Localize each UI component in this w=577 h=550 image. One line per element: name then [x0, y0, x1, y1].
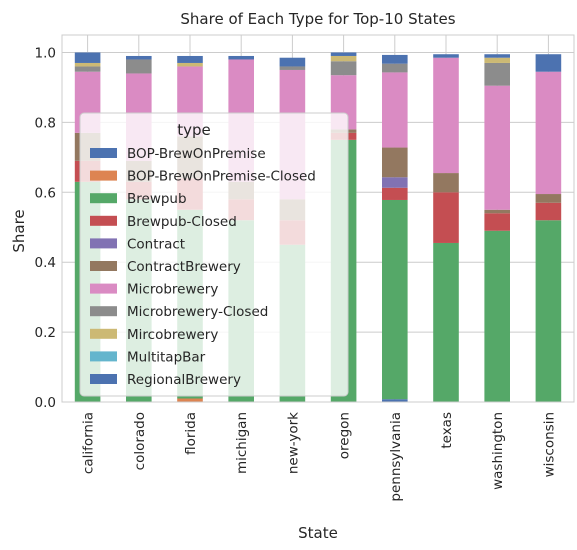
x-tick-label: washington — [490, 412, 506, 490]
x-tick-label: florida — [183, 412, 199, 455]
bar-segment — [74, 62, 101, 67]
x-tick-label: michigan — [234, 412, 250, 474]
x-tick-label: wisconsin — [541, 412, 557, 477]
legend-entry: BOP-BrewOnPremise-Closed — [127, 169, 316, 185]
x-axis-label: State — [298, 524, 338, 542]
bar-segment — [382, 72, 408, 148]
bar-segment — [535, 194, 562, 203]
bar-segment — [484, 57, 510, 63]
bar-segment — [382, 63, 408, 73]
y-axis-label: Share — [10, 209, 28, 252]
legend-entry: Contract — [127, 236, 185, 252]
x-tick-label: colorado — [132, 412, 148, 470]
bar-segment — [382, 177, 408, 188]
legend: type BOP-BrewOnPremise BOP-BrewOnPremise-C… — [79, 112, 349, 397]
legend-swatch — [90, 238, 117, 249]
x-ticks: california colorado florida michigan new-yor… — [81, 412, 558, 502]
legend-entry: ContractBrewery — [127, 259, 241, 275]
bar-segment — [382, 54, 408, 64]
bar-segment — [74, 52, 101, 63]
bar-segment — [433, 54, 459, 58]
x-tick-label: pennsylvania — [388, 412, 404, 502]
legend-swatch — [90, 351, 117, 362]
bar-segment — [177, 55, 203, 63]
legend-box — [79, 112, 349, 397]
y-ticks: 0.0 0.2 0.4 0.6 0.8 1.0 — [35, 45, 56, 411]
bar-segment — [433, 57, 459, 174]
legend-entry: RegionalBrewery — [127, 372, 241, 388]
y-tick-label: 0.0 — [35, 395, 56, 411]
bar-segment — [279, 66, 306, 70]
plot-frame — [61, 34, 575, 403]
legend-entry: MultitapBar — [127, 349, 206, 365]
bar-segment — [279, 57, 306, 67]
bar-segment — [433, 173, 459, 193]
bar-segment — [177, 62, 203, 67]
bar-segment — [382, 147, 408, 178]
legend-swatch — [90, 261, 117, 271]
legend-entry: BOP-BrewOnPremise — [127, 146, 266, 162]
legend-entry: Microbrewery — [127, 282, 218, 298]
bar-segment — [228, 55, 254, 60]
bar-segment — [433, 242, 459, 402]
legend-swatch — [90, 283, 117, 294]
bar-segment — [177, 398, 203, 402]
bar-segment — [484, 85, 510, 210]
bar-segment — [330, 61, 357, 76]
bar-segment — [382, 199, 408, 400]
legend-swatch — [90, 306, 117, 317]
bar-segment — [535, 54, 562, 72]
bar-segment — [330, 52, 357, 56]
legend-entry: Microbrewery-Closed — [127, 304, 268, 320]
bar-segment — [382, 187, 408, 200]
legend-swatch — [90, 148, 117, 158]
bar-segment — [330, 55, 357, 62]
plot-border — [61, 34, 575, 403]
x-tick-label: new-york — [285, 412, 301, 474]
bar-segment — [484, 213, 510, 231]
legend-swatch — [90, 328, 117, 339]
legend-swatch — [90, 170, 117, 181]
legend-entry: Brewpub — [127, 191, 187, 207]
y-tick-label: 1.0 — [35, 45, 56, 61]
y-tick-label: 0.4 — [35, 255, 56, 271]
y-tick-label: 0.8 — [35, 115, 56, 131]
legend-swatch — [90, 215, 117, 226]
legend-swatch — [90, 193, 117, 204]
bar-segment — [126, 55, 152, 60]
legend-swatch — [90, 374, 117, 384]
bar-segment — [433, 192, 459, 243]
bar-segment — [484, 62, 510, 86]
x-tick-label: oregon — [337, 412, 353, 459]
bar-segment — [484, 230, 510, 402]
bar-segment — [484, 54, 510, 58]
bar-segment — [126, 59, 152, 74]
y-tick-label: 0.2 — [35, 325, 56, 341]
chart-title: Share of Each Type for Top-10 States — [180, 10, 455, 28]
y-tick-label: 0.6 — [35, 185, 56, 201]
bar-segment — [484, 209, 510, 214]
legend-entry: Brewpub-Closed — [127, 214, 237, 230]
bar-segment — [535, 220, 562, 402]
x-tick-label: california — [81, 412, 97, 474]
legend-title: type — [177, 121, 211, 139]
bar-segment — [382, 399, 408, 402]
bar-segment — [74, 66, 101, 72]
x-tick-label: texas — [439, 412, 455, 449]
bar-segment — [535, 202, 562, 221]
bar-segment — [535, 71, 562, 195]
legend-entry: Mircobrewery — [127, 327, 218, 343]
